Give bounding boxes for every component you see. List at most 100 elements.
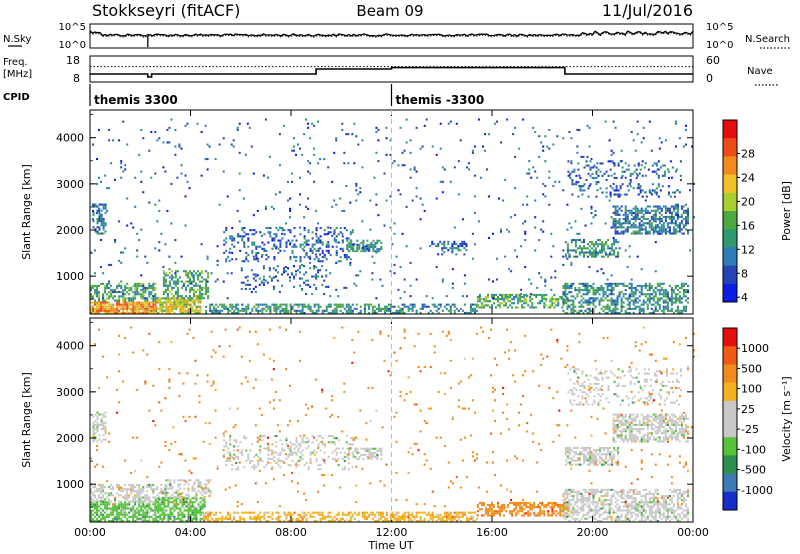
date-title: 11/Jul/2016 [602, 1, 693, 20]
velocity-cell [295, 466, 298, 469]
power-cell [618, 291, 621, 294]
power-cell [588, 311, 591, 314]
velocity-cell [295, 462, 298, 465]
velocity-cell [263, 515, 266, 518]
power-cell [609, 195, 612, 198]
power-cell [345, 305, 348, 308]
power-cell [570, 162, 573, 165]
power-cell [341, 128, 344, 131]
power-cell [627, 168, 630, 171]
power-cell [526, 172, 529, 175]
power-cell [142, 307, 145, 310]
power-cell [415, 309, 418, 312]
power-cell [632, 215, 635, 218]
velocity-cell [163, 507, 166, 510]
power-cell [203, 297, 206, 300]
power-cell [395, 255, 398, 258]
velocity-cell [201, 499, 204, 502]
power-cell [126, 309, 129, 312]
power-cell [549, 300, 552, 303]
power-cell [397, 189, 400, 192]
power-cell [243, 241, 246, 244]
power-cell [638, 305, 641, 308]
power-cell [415, 311, 418, 314]
power-cell [540, 228, 543, 231]
velocity-cell [273, 459, 276, 462]
power-cell [413, 303, 416, 306]
power-cell [240, 281, 243, 284]
velocity-cell [102, 423, 105, 426]
power-cell [425, 118, 428, 121]
power-cell [602, 309, 605, 312]
power-cell [293, 137, 296, 140]
power-cell [333, 199, 336, 202]
velocity-cell [122, 505, 125, 508]
velocity-cell [187, 515, 190, 518]
power-cell [492, 232, 495, 235]
power-cell [389, 226, 392, 229]
power-cell [323, 233, 326, 236]
velocity-cell [203, 517, 206, 520]
power-cell [102, 282, 105, 285]
power-cell [636, 230, 639, 233]
velocity-cell [349, 437, 352, 440]
power-cell [299, 309, 302, 312]
power-cell [616, 205, 619, 208]
power-cell [642, 209, 645, 212]
power-cell [134, 301, 137, 304]
power-cell [191, 301, 194, 304]
power-cell [626, 303, 629, 306]
power-cell [541, 300, 544, 303]
power-cell [162, 278, 165, 281]
power-cell [586, 155, 589, 158]
velocity-cell [372, 453, 375, 456]
power-cell [98, 297, 101, 300]
velocity-cell [108, 500, 111, 503]
power-cell [579, 189, 582, 192]
velocity-cell [257, 513, 260, 516]
velocity-cell [209, 479, 212, 482]
velocity-cell [142, 496, 145, 499]
power-cell [207, 286, 210, 289]
power-cell [173, 303, 176, 306]
power-cell [486, 168, 489, 171]
power-cell [279, 309, 282, 312]
power-cell [572, 295, 575, 298]
power-cell [164, 280, 167, 283]
velocity-cell [177, 479, 180, 482]
velocity-cell [173, 519, 176, 522]
power-cell [532, 126, 535, 129]
power-cell [650, 293, 653, 296]
power-cell [94, 230, 97, 233]
power-cell [98, 228, 101, 231]
power-cell [608, 282, 611, 285]
velocity-cell [259, 437, 262, 440]
velocity-cell [187, 489, 190, 492]
velocity-cell [136, 500, 139, 503]
power-cell [134, 305, 137, 308]
power-cell [608, 309, 611, 312]
power-cell [144, 289, 147, 292]
power-cell [660, 209, 663, 212]
velocity-cell [257, 455, 260, 458]
velocity-cell [116, 486, 119, 489]
velocity-cell [193, 511, 196, 514]
velocity-cell [329, 519, 332, 522]
power-cell [236, 126, 239, 129]
power-cell [114, 307, 117, 310]
power-cell [187, 297, 190, 300]
power-cell [195, 295, 198, 298]
power-cell [445, 295, 448, 298]
power-cell [480, 306, 483, 309]
velocity-cell [120, 494, 123, 497]
power-cell [315, 256, 318, 259]
power-cell [189, 272, 192, 275]
power-cell [648, 295, 651, 298]
power-cell [229, 309, 232, 312]
power-cell [98, 309, 101, 312]
power-cell [628, 305, 631, 308]
power-cell [648, 284, 651, 287]
cpid-segment-label: themis 3300 [94, 93, 178, 107]
power-cell [580, 249, 583, 252]
velocity-cell [193, 507, 196, 510]
